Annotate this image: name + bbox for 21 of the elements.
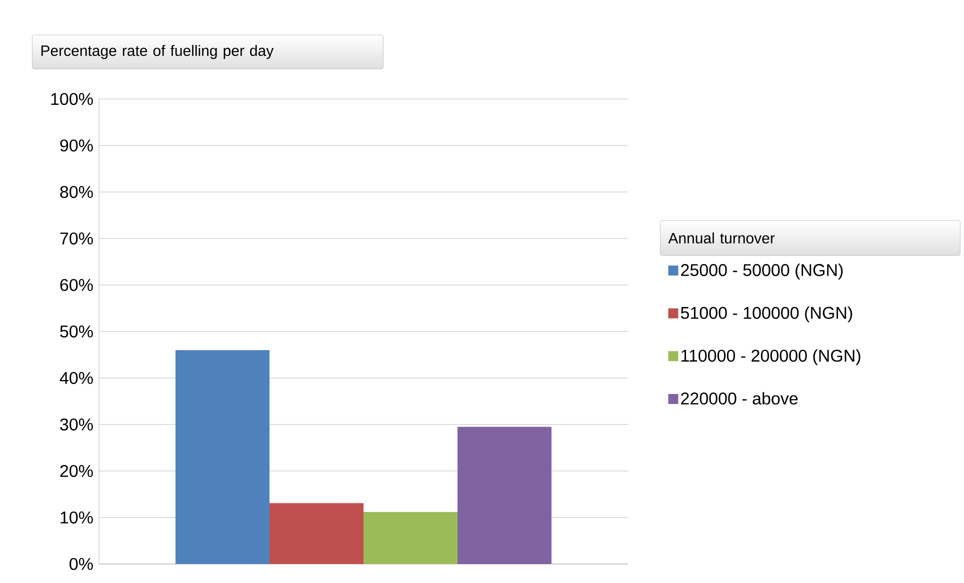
y-tick-label: 90% [60, 139, 93, 152]
bar [176, 350, 270, 564]
bar [458, 426, 552, 564]
legend-title: Annual turnover [668, 232, 775, 244]
y-tick-label: 0% [70, 558, 93, 570]
y-tick-label: 70% [60, 232, 93, 245]
bar [270, 503, 364, 564]
legend-label: 51000 - 100000 (NGN) [680, 306, 852, 322]
bar [364, 512, 458, 564]
y-tick-label: 30% [60, 418, 93, 431]
y-tick-label: 100% [51, 92, 93, 106]
y-tick-label: 10% [60, 511, 93, 524]
y-tick-label: 50% [60, 325, 93, 338]
legend-label: 110000 - 200000 (NGN) [682, 349, 860, 366]
y-tick-label: 40% [60, 372, 93, 384]
y-tick-label: 60% [60, 278, 93, 292]
legend-label: 25000 - 50000 (NGN) [681, 264, 843, 280]
y-tick-label: 80% [60, 186, 93, 198]
y-tick-label: 20% [60, 464, 93, 478]
legend-label: 220000 - above [681, 392, 798, 405]
chart-title: Percentage rate of fuelling per day [41, 45, 274, 59]
